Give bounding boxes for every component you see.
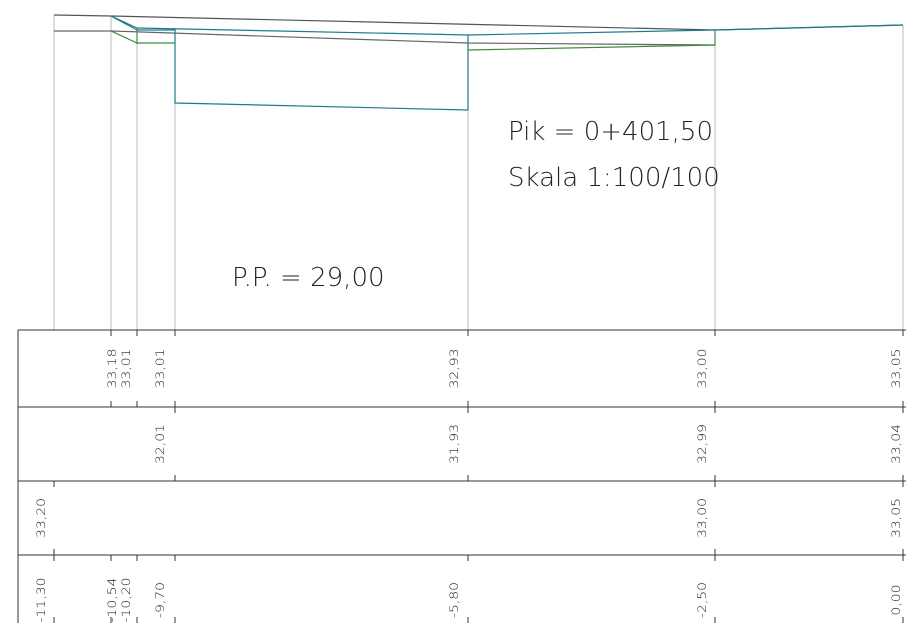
cell-value: 32,93 [447,348,460,388]
cell-value: -5,80 [447,582,460,618]
cell-value: 33,01 [153,348,166,388]
cell-value: 33,05 [889,498,902,538]
cell-value: 33,00 [695,498,708,538]
scale-label: Skala 1:100/100 [508,163,720,193]
cell-value: 33,00 [695,348,708,388]
station-lines [53,15,904,330]
datum-label: P.P. = 29,00 [232,263,385,293]
cell-value: 33,20 [34,498,47,538]
cell-value: 33,18 [105,348,118,388]
cell-value: -10,54 [105,577,118,622]
cell-value: -11,30 [34,577,47,622]
cell-value: 0,00 [889,584,902,615]
table-grid [17,329,906,623]
profile [53,14,904,111]
cell-value: 33,04 [889,424,902,464]
station-label: Pik = 0+401,50 [508,117,713,147]
cell-value: 33,05 [889,348,902,388]
cell-value: 32,01 [153,424,166,464]
cell-value: -10,20 [119,577,132,622]
cell-value: -9,70 [153,582,166,618]
cell-value: -2,50 [695,582,708,618]
cell-value: 32,99 [695,424,708,464]
cell-value: 31,93 [447,424,460,464]
cell-value: 33,01 [119,348,132,388]
